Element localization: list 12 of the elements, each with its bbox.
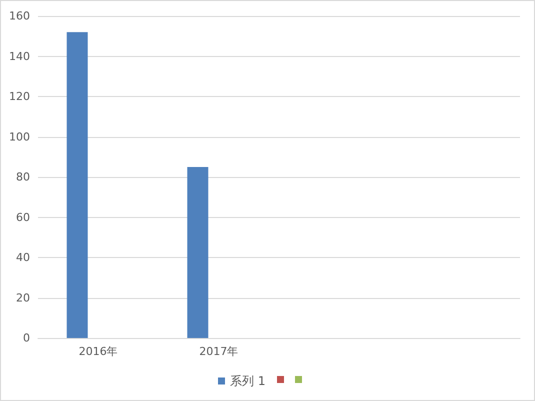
y-tick-label: 40 <box>16 251 30 264</box>
y-tick-label: 20 <box>16 291 30 304</box>
legend-label: 系列 1 <box>230 374 266 388</box>
x-tick-label: 2017年 <box>199 345 238 358</box>
y-tick-label: 140 <box>9 50 30 63</box>
x-tick-label: 2016年 <box>78 345 118 358</box>
y-tick-label: 120 <box>9 90 30 103</box>
y-tick-label: 100 <box>9 130 30 144</box>
y-tick-label: 80 <box>16 170 30 184</box>
y-tick-label: 0 <box>23 332 30 344</box>
y-tick-label: 60 <box>16 210 30 224</box>
y-tick-label: 160 <box>9 10 30 22</box>
